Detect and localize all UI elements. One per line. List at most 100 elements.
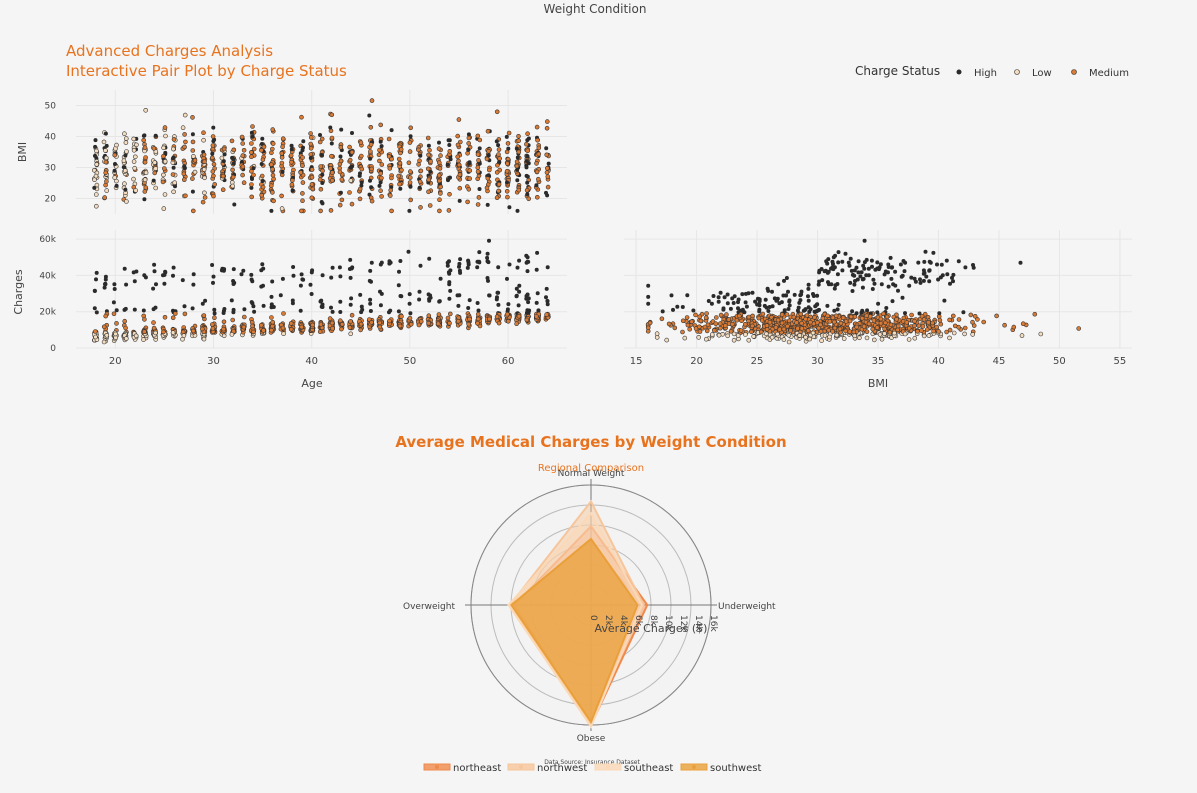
age-bmi-point-medium [447, 192, 452, 197]
age-bmi-point-high [210, 151, 215, 156]
age-bmi-point-medium [320, 168, 325, 174]
age-bmi-point-high [426, 143, 431, 148]
radar-legend-marker [519, 765, 523, 769]
age-bmi-point-medium [270, 167, 275, 172]
age-bmi-point-low [153, 166, 158, 171]
age-bmi-point-medium [456, 158, 461, 164]
bmi-charges-point-medium [837, 326, 843, 332]
age-bmi-point-low [161, 145, 166, 151]
age-bmi-point-high [546, 161, 551, 166]
legend-item-low[interactable]: Low [1032, 68, 1052, 79]
radar-legend-item-northeast[interactable]: northeast [453, 763, 501, 774]
legend-item-high[interactable]: High [974, 68, 997, 79]
age-bmi-point-medium [544, 125, 550, 131]
age-charges-point-high [495, 290, 500, 295]
bmi-charges-point-high [879, 282, 884, 287]
radar-category-label: Overweight [403, 602, 455, 612]
age-bmi-point-medium [182, 144, 187, 150]
bmi-charges-point-medium [685, 322, 691, 328]
age-bmi-point-medium [456, 117, 462, 122]
age-bmi-point-medium [475, 202, 481, 207]
bmi-charges-point-medium [803, 316, 808, 322]
bmi-charges-point-medium [838, 320, 844, 326]
age-bmi-point-high [320, 201, 325, 206]
age-bmi-point-medium [376, 152, 382, 158]
age-bmi-point-medium [328, 128, 334, 134]
bmi-charges-point-high [775, 298, 779, 303]
age-charges-point-high [252, 309, 257, 314]
age-bmi-point-medium [190, 148, 196, 153]
radar-radial-tick: 16k [708, 615, 718, 632]
age-charges-point-medium [261, 328, 266, 333]
legend-marker-low[interactable] [1014, 69, 1020, 75]
bmi-charges-point-high [903, 311, 907, 316]
age-bmi-point-medium [210, 155, 215, 161]
age-bmi-point-high [515, 167, 520, 172]
bmi-charges-point-low [871, 337, 877, 343]
age-bmi-point-medium [289, 182, 295, 187]
age-bmi-point-high [231, 157, 236, 162]
bmi-charges-point-high [811, 292, 815, 296]
age-bmi-point-medium [240, 153, 246, 158]
bmi-charges-point-medium [742, 321, 748, 327]
age-charges-point-medium [475, 311, 481, 317]
bmi-charges-point-high [866, 266, 871, 271]
age-charges-point-medium [173, 311, 178, 316]
age-charges-point-medium [516, 313, 522, 319]
legend-item-medium[interactable]: Medium [1089, 68, 1129, 79]
age-bmi-point-high [301, 145, 305, 150]
radar-legend-item-southeast[interactable]: southeast [624, 763, 673, 774]
bmi-charges-point-high [835, 282, 840, 286]
age-charges-point-high [239, 272, 244, 277]
age-charges-point-high [171, 265, 176, 270]
age-bmi-point-medium [143, 185, 149, 190]
bmi-charges-point-medium [972, 313, 978, 319]
age-bmi-point-high [448, 157, 453, 162]
radar-legend-item-southwest[interactable]: southwest [710, 763, 761, 774]
age-bmi-point-medium [318, 164, 324, 169]
age-bmi-point-low [131, 159, 137, 164]
bmi-charges-point-high [935, 262, 939, 267]
age-bmi-point-high [445, 162, 450, 167]
age-charges-point-high [516, 303, 521, 308]
bmi-charges-point-high [832, 308, 837, 313]
age-bmi-point-medium [426, 177, 432, 182]
bmi-charges-point-low [827, 334, 832, 340]
legend-marker-medium[interactable] [1071, 69, 1077, 75]
age-bmi-point-medium [475, 169, 481, 174]
radar-legend-item-northwest[interactable]: northwest [537, 763, 587, 774]
age-bmi-point-high [93, 153, 97, 158]
age-bmi-point-high [319, 153, 324, 157]
age-bmi-point-medium [505, 141, 511, 146]
legend-marker-high[interactable] [956, 69, 962, 75]
bmi-charges-point-medium [854, 324, 860, 330]
age-bmi-point-medium [337, 169, 343, 175]
age-charges-point-medium [201, 313, 207, 318]
age-bmi-point-medium [455, 154, 461, 160]
age-bmi-point-medium [484, 156, 490, 162]
age-bmi-point-high [269, 208, 274, 213]
top-title: Weight Condition [544, 2, 647, 16]
age-bmi-point-low [192, 169, 198, 175]
age-bmi-point-medium [347, 190, 352, 195]
bmi-charges-point-high [691, 308, 696, 313]
age-charges-point-high [191, 282, 196, 287]
age-bmi-point-medium [308, 141, 314, 147]
age-bmi-point-low [131, 136, 136, 142]
age-charges-point-medium [212, 315, 217, 321]
bmi-charges-point-medium [915, 328, 920, 334]
age-bmi-point-medium [369, 98, 375, 103]
age-charges-point-medium [191, 328, 196, 334]
age-bmi-point-low [180, 125, 186, 130]
bmi-charges-point-high [755, 296, 760, 301]
bmi-charges-point-high [871, 277, 876, 282]
bmi-charges-point-high [806, 294, 810, 299]
bmi-charges-point-low [951, 330, 957, 336]
bmi-charges-point-high [846, 260, 851, 265]
age-charges-point-high [524, 296, 529, 301]
bmi-charges-point-high [836, 250, 841, 255]
age-bmi-point-medium [211, 161, 217, 167]
age-bmi-point-medium [379, 194, 384, 199]
age-bmi-point-medium [270, 190, 275, 195]
age-bmi-point-medium [308, 146, 314, 151]
